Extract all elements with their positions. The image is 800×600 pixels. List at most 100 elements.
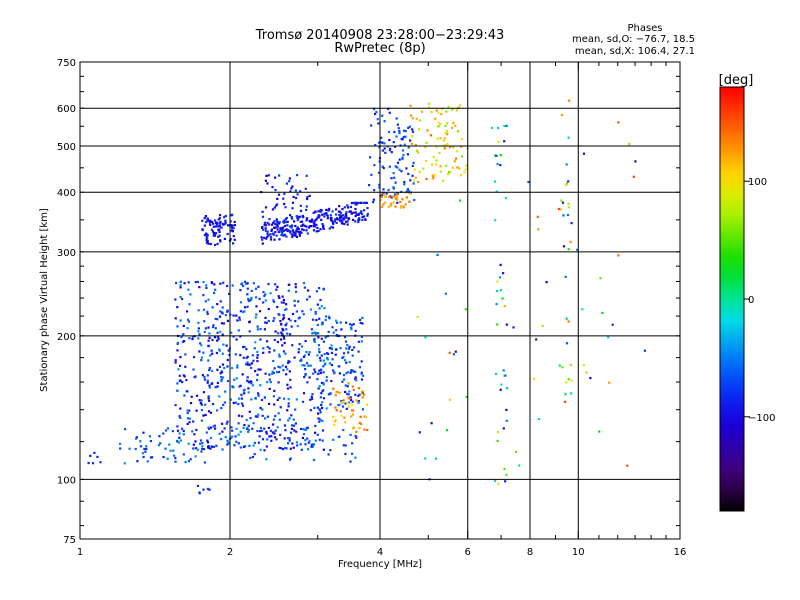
data-point: [206, 381, 209, 384]
data-point: [323, 307, 326, 310]
data-point: [241, 373, 244, 376]
data-point: [186, 318, 190, 321]
data-point: [317, 229, 320, 233]
data-point: [254, 287, 258, 290]
data-point: [394, 205, 397, 208]
data-point: [349, 460, 352, 463]
data-point: [409, 104, 412, 107]
data-point: [434, 117, 437, 120]
data-point: [277, 370, 281, 374]
data-point: [295, 196, 298, 200]
data-point: [285, 308, 288, 311]
data-point: [266, 221, 269, 224]
data-point: [212, 232, 215, 235]
data-point: [278, 396, 281, 399]
data-point: [294, 319, 297, 323]
data-point: [124, 428, 127, 431]
data-point: [226, 284, 229, 288]
data-point: [276, 340, 279, 344]
data-point: [213, 424, 216, 427]
data-point: [200, 419, 203, 422]
data-point: [561, 201, 565, 204]
data-point: [174, 317, 177, 320]
data-point: [392, 172, 395, 175]
data-point: [608, 381, 611, 384]
data-point: [218, 315, 222, 318]
data-point: [453, 160, 456, 163]
data-point: [222, 322, 225, 325]
data-point: [428, 102, 431, 105]
data-point: [267, 426, 270, 429]
data-point: [395, 195, 398, 198]
data-point: [220, 322, 223, 325]
data-point: [406, 153, 409, 156]
data-point: [346, 220, 349, 223]
data-point: [345, 211, 348, 214]
data-point: [277, 365, 280, 368]
data-point: [220, 438, 223, 441]
data-point: [567, 206, 571, 209]
data-point: [444, 124, 447, 128]
data-point: [244, 445, 247, 448]
data-point: [196, 448, 199, 451]
data-point: [259, 406, 262, 410]
data-point: [296, 193, 299, 196]
data-point: [208, 336, 211, 339]
data-point: [216, 221, 219, 224]
data-point: [503, 467, 506, 471]
data-point: [634, 160, 637, 163]
data-point: [318, 408, 321, 411]
data-point: [176, 325, 179, 328]
data-point: [290, 325, 293, 328]
data-point: [256, 354, 259, 357]
data-point: [325, 379, 328, 382]
data-point: [301, 220, 304, 223]
data-point: [200, 403, 203, 406]
data-point: [221, 376, 225, 379]
data-point: [339, 321, 342, 324]
data-point: [272, 423, 275, 426]
data-point: [387, 205, 391, 208]
data-point: [217, 225, 220, 228]
data-point: [285, 221, 288, 224]
data-point: [237, 329, 240, 332]
data-point: [357, 401, 360, 404]
data-point: [176, 389, 179, 392]
data-point: [223, 366, 226, 370]
data-point: [285, 373, 288, 376]
data-point: [360, 392, 363, 395]
data-point: [196, 484, 200, 487]
data-point: [206, 240, 209, 243]
data-point: [237, 402, 240, 406]
data-point: [339, 214, 342, 217]
data-point: [320, 392, 323, 395]
data-point: [504, 480, 507, 483]
x-tick-label: 2: [227, 547, 233, 558]
data-point: [354, 220, 357, 223]
data-point: [399, 201, 402, 204]
data-point: [256, 415, 259, 418]
data-point: [342, 355, 345, 359]
data-point: [242, 389, 245, 392]
data-point: [268, 347, 271, 350]
data-point: [319, 418, 322, 421]
data-point: [405, 196, 408, 199]
data-point: [332, 387, 335, 390]
data-point: [265, 224, 268, 227]
data-point: [417, 128, 421, 131]
data-point: [414, 176, 417, 179]
data-point: [318, 385, 321, 388]
data-point: [278, 355, 281, 358]
data-point: [293, 356, 296, 359]
data-point: [206, 312, 209, 315]
data-point: [560, 113, 563, 117]
data-point: [202, 448, 206, 451]
data-point: [212, 325, 215, 329]
data-point: [437, 111, 440, 114]
data-point: [182, 324, 185, 327]
data-point: [288, 177, 291, 180]
data-point: [350, 403, 353, 406]
data-point: [456, 166, 459, 169]
data-point: [304, 187, 307, 190]
data-point: [335, 208, 338, 211]
